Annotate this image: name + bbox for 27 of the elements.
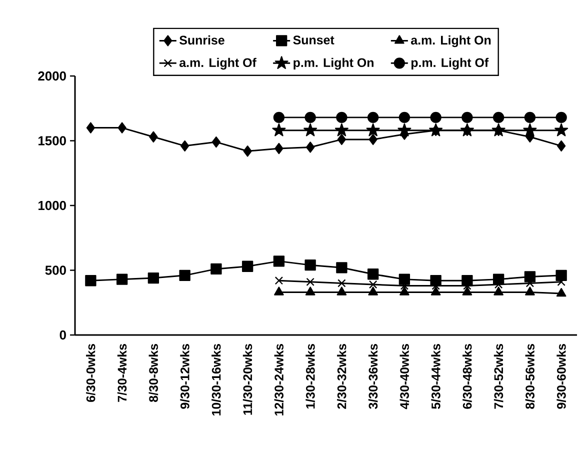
legend-label: Sunset	[293, 36, 334, 44]
legend-label: Sunrise	[179, 35, 224, 45]
legend-label: a.m. Light Of	[179, 58, 256, 70]
y-tick-label: 2000	[38, 71, 66, 81]
x-tick-label: 10/30-16wks	[212, 344, 221, 416]
x-tick-label: 5/30-44wks	[431, 344, 440, 409]
legend-label: p.m. Light On	[294, 58, 374, 70]
x-tick-label: 7/30-4wks	[117, 344, 127, 402]
x-tick-label: 11/30-20wks	[242, 344, 252, 415]
x-tick-label: 9/30-12wks	[180, 344, 190, 409]
x-tick-label: 4/30-40wks	[400, 344, 410, 410]
y-tick-label: 0	[60, 330, 66, 340]
legend-label: a.m. Light On	[411, 35, 491, 48]
x-tick-label: 8/30-8wks	[148, 344, 158, 402]
y-tick-label: 500	[45, 266, 66, 275]
x-tick-label: 2/30-32wks	[337, 344, 346, 409]
x-tick-label: 12/30-24wks	[274, 344, 284, 416]
legend-label: p.m. Light Of	[411, 58, 489, 70]
y-tick-label: 1000	[38, 200, 66, 210]
x-tick-label: 3/30-36wks	[368, 344, 378, 409]
x-tick-label: 1/30-28wks	[306, 344, 315, 408]
x-tick-label: 6/30-0wks	[86, 344, 96, 402]
x-tick-label: 9/30-60wks	[556, 344, 566, 409]
x-tick-label: 7/30-52wks	[494, 344, 504, 409]
x-tick-label: 6/30-48wks	[462, 344, 472, 409]
x-tick-label: 8/30-56wks	[525, 344, 535, 409]
y-tick-label: 1500	[38, 136, 66, 146]
